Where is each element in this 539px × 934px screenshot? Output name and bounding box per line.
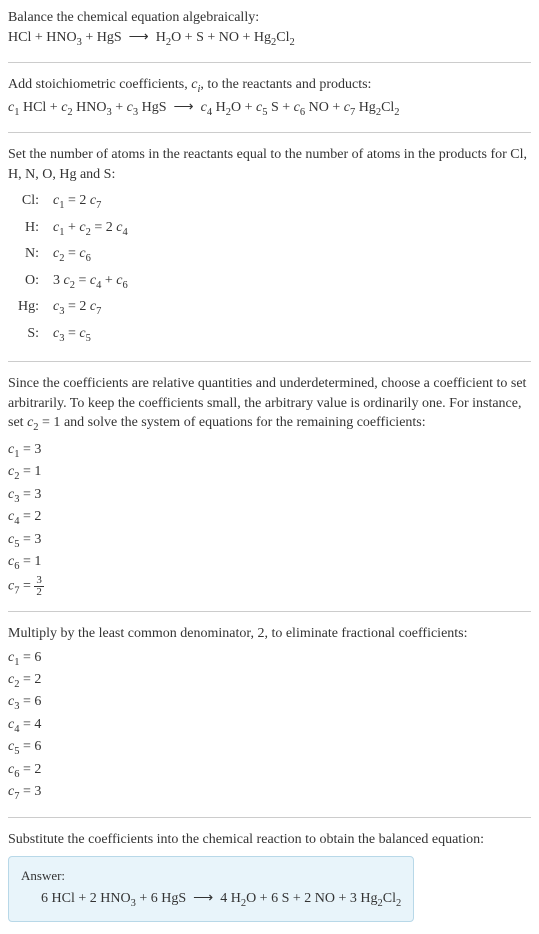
divider: [8, 361, 531, 362]
multiply-section: Multiply by the least common denominator…: [8, 624, 531, 805]
element-label: Cl:: [14, 190, 47, 214]
underdet-text: Since the coefficients are relative quan…: [8, 374, 531, 436]
element-eq: c3 = 2 c7: [49, 296, 132, 320]
atoms-table: Cl:c1 = 2 c7 H:c1 + c2 = 2 c4 N:c2 = c6 …: [12, 188, 134, 349]
coef-item: c6 = 1: [8, 552, 531, 574]
divider: [8, 817, 531, 818]
coef-item: c6 = 2: [8, 760, 531, 782]
frac-den: 2: [34, 587, 44, 598]
element-label: Hg:: [14, 296, 47, 320]
element-label: O:: [14, 270, 47, 294]
coef-item: c3 = 3: [8, 485, 531, 507]
atoms-text: Set the number of atoms in the reactants…: [8, 145, 531, 184]
answer-label: Answer:: [21, 867, 401, 885]
underdet-section: Since the coefficients are relative quan…: [8, 374, 531, 599]
underdet-text-b: and solve the system of equations for th…: [60, 415, 425, 430]
coef-item: c2 = 1: [8, 462, 531, 484]
coef-item: c4 = 4: [8, 715, 531, 737]
substitute-text: Substitute the coefficients into the che…: [8, 830, 531, 850]
stoich-section: Add stoichiometric coefficients, ci, to …: [8, 75, 531, 120]
coef-item: c3 = 6: [8, 692, 531, 714]
coef-item: c5 = 6: [8, 737, 531, 759]
table-row: Hg:c3 = 2 c7: [14, 296, 132, 320]
coef-item: c2 = 2: [8, 670, 531, 692]
atoms-section: Set the number of atoms in the reactants…: [8, 145, 531, 349]
divider: [8, 611, 531, 612]
answer-equation: 6 HCl + 2 HNO3 + 6 HgS ⟶ 4 H2O + 6 S + 2…: [21, 889, 401, 911]
intro-equation: HCl + HNO3 + HgS ⟶ H2O + S + NO + Hg2Cl2: [8, 28, 531, 50]
coef-item: c1 = 3: [8, 440, 531, 462]
coef-item: c7 = 32: [8, 575, 531, 599]
element-eq: 3 c2 = c4 + c6: [49, 270, 132, 294]
element-label: N:: [14, 243, 47, 267]
intro-text: Balance the chemical equation algebraica…: [8, 8, 531, 28]
element-label: H:: [14, 217, 47, 241]
coef-item: c4 = 2: [8, 507, 531, 529]
element-label: S:: [14, 323, 47, 347]
table-row: Cl:c1 = 2 c7: [14, 190, 132, 214]
element-eq: c3 = c5: [49, 323, 132, 347]
stoich-text: Add stoichiometric coefficients, ci, to …: [8, 75, 531, 97]
stoich-equation: c1 HCl + c2 HNO3 + c3 HgS ⟶ c4 H2O + c5 …: [8, 98, 531, 120]
intro-section: Balance the chemical equation algebraica…: [8, 8, 531, 50]
table-row: H:c1 + c2 = 2 c4: [14, 217, 132, 241]
coef-item: c1 = 6: [8, 648, 531, 670]
divider: [8, 62, 531, 63]
divider: [8, 132, 531, 133]
element-eq: c1 = 2 c7: [49, 190, 132, 214]
table-row: S:c3 = c5: [14, 323, 132, 347]
stoich-text-a: Add stoichiometric coefficients,: [8, 77, 191, 92]
element-eq: c1 + c2 = 2 c4: [49, 217, 132, 241]
answer-box: Answer: 6 HCl + 2 HNO3 + 6 HgS ⟶ 4 H2O +…: [8, 856, 414, 923]
coef-list-2: c1 = 6 c2 = 2 c3 = 6 c4 = 4 c5 = 6 c6 = …: [8, 648, 531, 805]
element-eq: c2 = c6: [49, 243, 132, 267]
substitute-section: Substitute the coefficients into the che…: [8, 830, 531, 922]
frac-num: 3: [34, 575, 44, 587]
fraction: 32: [34, 575, 44, 598]
multiply-text: Multiply by the least common denominator…: [8, 624, 531, 644]
table-row: O:3 c2 = c4 + c6: [14, 270, 132, 294]
coef-item: c7 = 3: [8, 782, 531, 804]
table-row: N:c2 = c6: [14, 243, 132, 267]
underdet-c2: c2 = 1: [27, 415, 60, 430]
stoich-text-b: , to the reactants and products:: [200, 77, 371, 92]
coef-item: c5 = 3: [8, 530, 531, 552]
coef-list-1: c1 = 3 c2 = 1 c3 = 3 c4 = 2 c5 = 3 c6 = …: [8, 440, 531, 599]
